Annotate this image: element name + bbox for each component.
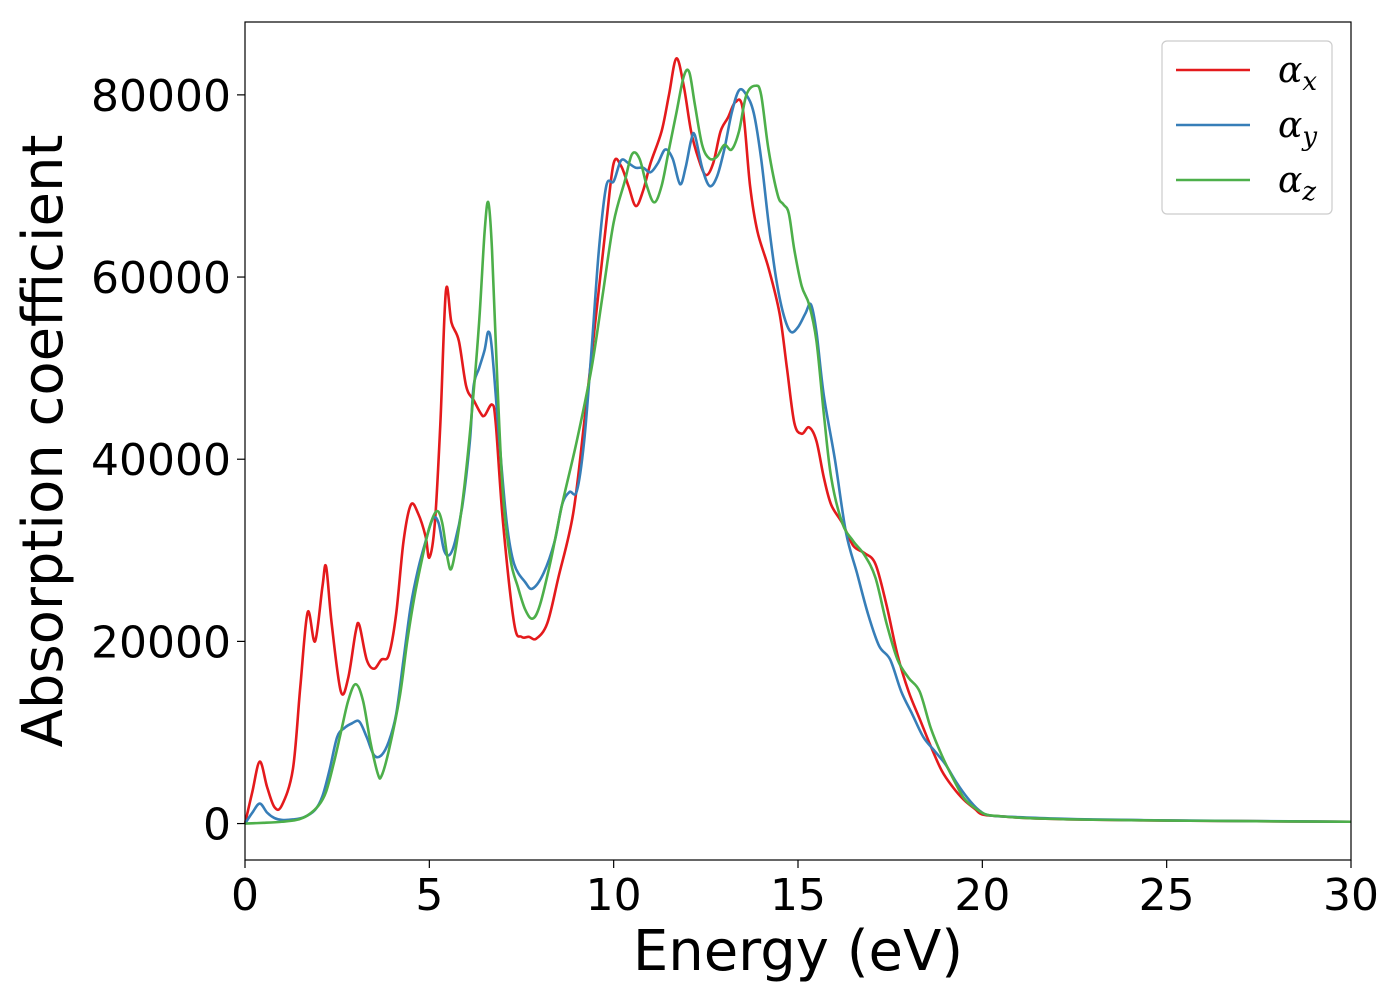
x-tick-label: 20 (954, 870, 1010, 921)
y-axis-label: Absorption coefficient (11, 135, 76, 748)
legend-label-y: αy (1278, 105, 1317, 152)
y-axis-ticks: 0 20000 40000 60000 80000 (91, 71, 245, 851)
x-axis-ticks: 0 5 10 15 20 25 30 (231, 860, 1379, 921)
y-tick-label: 80000 (91, 71, 231, 122)
legend-label-z: αz (1278, 160, 1316, 207)
x-tick-label: 10 (586, 870, 642, 921)
y-tick-label: 60000 (91, 253, 231, 304)
x-tick-label: 5 (415, 870, 443, 921)
x-tick-label: 25 (1139, 870, 1195, 921)
legend: αx αy αz (1161, 40, 1333, 215)
series-line-y (243, 87, 1352, 825)
y-tick-label: 0 (203, 800, 231, 851)
y-tick-label: 20000 (91, 617, 231, 668)
x-axis-label: Energy (eV) (633, 919, 963, 984)
series-line-x (243, 57, 1352, 824)
series-line-z (244, 68, 1352, 825)
legend-frame (1161, 40, 1333, 215)
x-tick-label: 0 (231, 870, 259, 921)
legend-label-x: αx (1278, 50, 1317, 97)
y-tick-label: 40000 (91, 435, 231, 486)
series-layer (243, 57, 1352, 825)
x-tick-label: 15 (770, 870, 826, 921)
x-tick-label: 30 (1323, 870, 1379, 921)
